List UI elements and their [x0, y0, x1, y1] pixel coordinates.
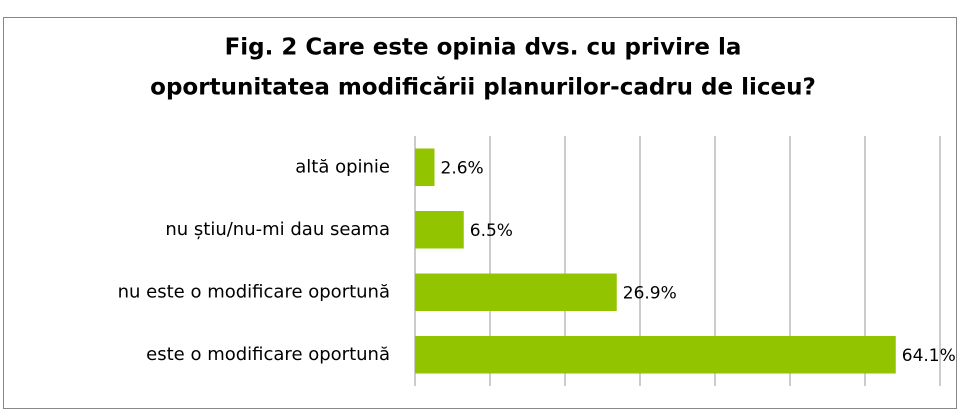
value-label: 2.6%: [441, 158, 484, 178]
y-tick-label: nu știu/nu-mi dau seama: [165, 219, 390, 240]
bar: [415, 336, 896, 374]
bar: [415, 273, 617, 311]
chart-title: Fig. 2 Care este opinia dvs. cu privire …: [225, 35, 742, 61]
bar: [415, 211, 464, 249]
y-tick-label: altă opinie: [295, 156, 390, 177]
chart-title: oportunitatea modificării planurilor-cad…: [150, 75, 816, 101]
y-tick-label: nu este o modificare oportună: [118, 281, 390, 302]
value-label: 26.9%: [623, 283, 677, 303]
value-label: 6.5%: [470, 221, 513, 241]
y-tick-label: este o modificare oportună: [146, 344, 390, 365]
value-label: 64.1%: [902, 346, 956, 366]
bar: [415, 148, 435, 186]
